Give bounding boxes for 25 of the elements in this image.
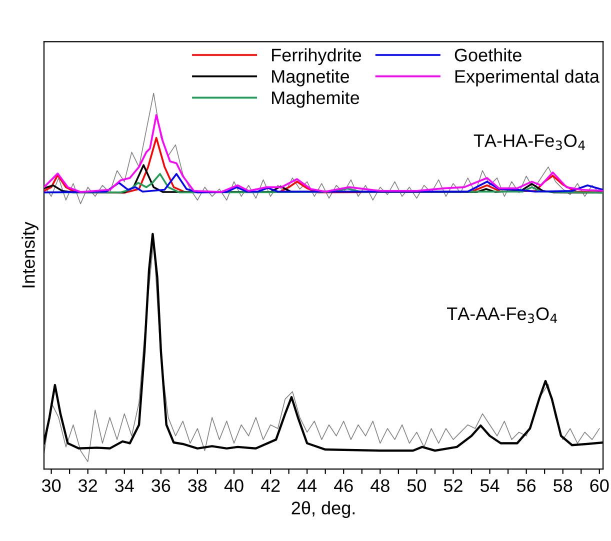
- x-tick-label: 52: [444, 479, 462, 492]
- x-tick-label: 42: [260, 479, 280, 492]
- x-tick-label: 36: [152, 479, 170, 492]
- x-tick-label: 58: [554, 479, 572, 492]
- x-tick-label: 40: [224, 479, 244, 492]
- x-tick-label: 54: [480, 479, 500, 492]
- legend-label: Ferrihydrite: [272, 48, 362, 66]
- annotation: TA-AA-Fe$_{3}$O$_{4}$: [446, 307, 558, 324]
- x-tick-label: 44: [297, 479, 317, 492]
- x-tick-label: 38: [188, 479, 207, 492]
- y-axis-title: Intensity: [22, 222, 38, 288]
- x-tick-label: 30: [42, 479, 61, 492]
- x-tick-label: 34: [115, 479, 134, 492]
- x-axis-title: 2θ, deg.: [292, 501, 355, 518]
- x-tick-label: 56: [517, 479, 536, 492]
- x-tick-label: 50: [407, 479, 426, 492]
- legend-label: Magnetite: [272, 70, 350, 86]
- x-tick-label: 46: [334, 479, 353, 492]
- legend-label: Experimental data: [455, 70, 600, 86]
- x-tick-label: 32: [78, 479, 97, 492]
- legend-label: Goethite: [454, 48, 522, 62]
- x-tick-label: 48: [370, 479, 390, 492]
- legend-label: Maghemite: [272, 90, 360, 108]
- x-tick-label: 60: [590, 479, 609, 492]
- annotation: TA-HA-Fe$_{3}$O$_{4}$: [474, 134, 585, 150]
